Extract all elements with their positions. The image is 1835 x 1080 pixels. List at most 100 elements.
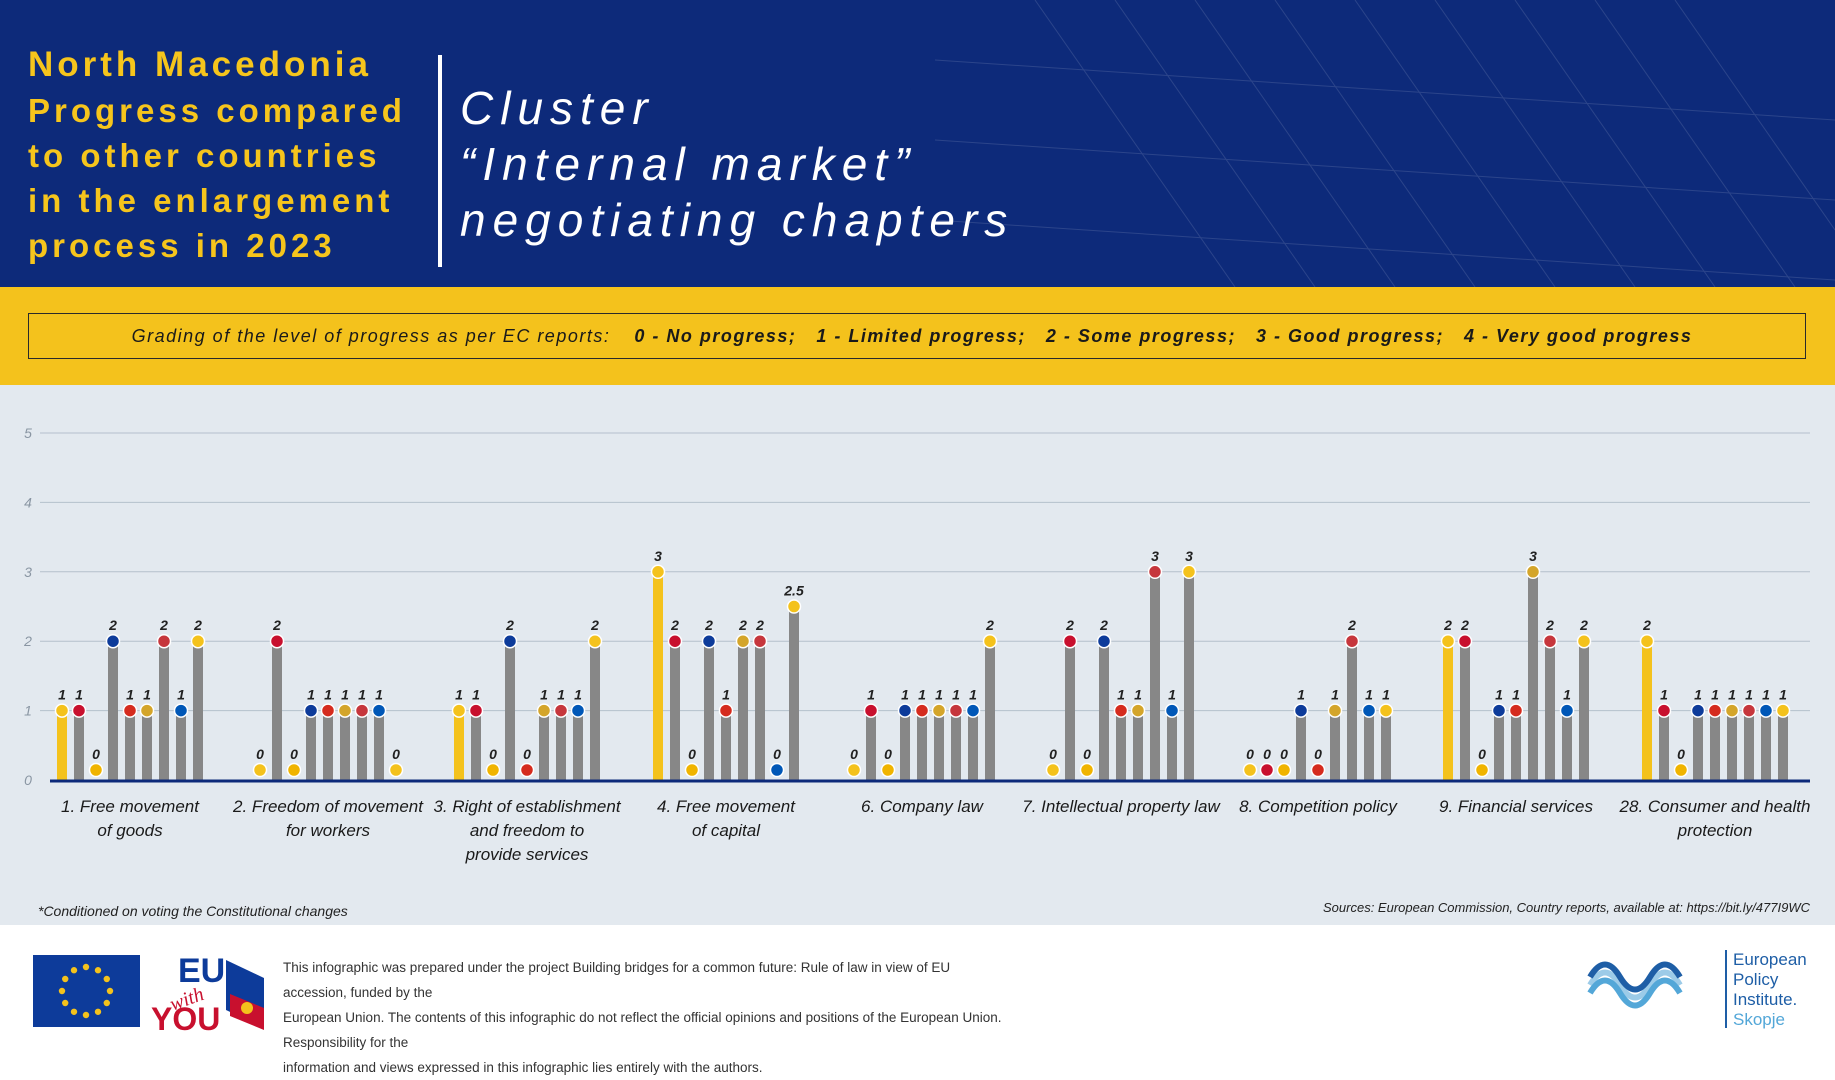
bar <box>1381 710 1391 780</box>
bar-value-label: 2 <box>193 617 202 633</box>
bar <box>374 710 384 780</box>
bar-value-label: 0 <box>688 746 696 762</box>
country-flag-marker <box>1508 703 1524 718</box>
bar <box>1099 641 1109 780</box>
country-flag-marker <box>502 633 518 649</box>
bar-value-label: 2 <box>1642 617 1651 633</box>
bar-value-label: 1 <box>918 687 926 703</box>
cluster-title-line: negotiating chapters <box>460 194 1015 246</box>
epi-logo-rule <box>1725 950 1727 1028</box>
eu-star <box>62 999 69 1007</box>
bar <box>1133 710 1143 780</box>
country-flag-marker <box>190 633 206 649</box>
bar-value-label: 2 <box>738 617 747 633</box>
bar-value-label: 2 <box>985 617 994 633</box>
epi-line: Policy <box>1733 970 1779 989</box>
category-label: of goods <box>97 821 163 840</box>
country-flag-marker <box>468 703 484 718</box>
bar <box>653 571 663 780</box>
bar-value-label: 2 <box>505 617 514 633</box>
bar-value-label: 2 <box>755 617 764 633</box>
country-flag-marker <box>1344 633 1360 649</box>
country-flag-marker <box>1276 762 1292 778</box>
bar-value-label: 0 <box>884 746 892 762</box>
country-flag-marker <box>1045 762 1061 778</box>
bar <box>789 606 799 780</box>
y-tick-label: 4 <box>24 494 32 510</box>
bar-value-label: 0 <box>92 746 100 762</box>
grading-intro: Grading of the level of progress as per … <box>131 325 611 346</box>
bar <box>900 710 910 780</box>
bar-value-label: 0 <box>489 746 497 762</box>
bar <box>1693 710 1703 780</box>
grading-level-0: 0 - No progress; <box>634 325 797 346</box>
bar <box>74 710 84 780</box>
bar-value-label: 1 <box>1134 687 1142 703</box>
bar-value-label: 1 <box>1365 687 1373 703</box>
country-flag-marker <box>846 762 862 778</box>
bar <box>1364 710 1374 780</box>
bar-value-label: 1 <box>143 687 151 703</box>
country-flag-marker <box>1758 703 1774 718</box>
bar-value-label: 1 <box>75 687 83 703</box>
country-flag-marker <box>965 703 981 718</box>
bar-value-label: 2 <box>1443 617 1452 633</box>
category-label: 3. Right of establishment <box>433 797 621 816</box>
bar <box>1545 641 1555 780</box>
bar-value-label: 0 <box>1314 746 1322 762</box>
country-flag-marker <box>667 633 683 649</box>
eu-star <box>103 975 110 983</box>
eu-star <box>70 967 78 974</box>
country-flag-marker <box>536 703 552 718</box>
country-flag-marker <box>982 633 998 649</box>
bar-value-label: 1 <box>1711 687 1719 703</box>
epi-line: Skopje <box>1733 1010 1785 1029</box>
bar <box>1296 710 1306 780</box>
bar-value-label: 2 <box>704 617 713 633</box>
bar-value-label: 3 <box>1529 548 1537 564</box>
country-flag-marker <box>1079 762 1095 778</box>
logo-eu-text: EU <box>178 952 225 990</box>
country-flag-marker <box>735 633 751 649</box>
bar-value-label: 3 <box>1185 548 1193 564</box>
footer <box>0 925 1835 1058</box>
disclaimer-line: information and views expressed in this … <box>283 1060 763 1075</box>
bar-value-label: 1 <box>1297 687 1305 703</box>
bar <box>755 641 765 780</box>
category-label: 4. Free movement <box>657 797 796 816</box>
cluster-title-line: Cluster <box>460 82 655 134</box>
country-flag-marker <box>269 633 285 649</box>
country-flag-marker <box>88 762 104 778</box>
bar <box>968 710 978 780</box>
country-flag-marker <box>1457 633 1473 649</box>
bar <box>1330 710 1340 780</box>
country-flag-marker <box>752 633 768 649</box>
bar-value-label: 1 <box>935 687 943 703</box>
country-flag-marker <box>122 703 138 718</box>
bar-value-label: 1 <box>952 687 960 703</box>
grading-level-1: 1 - Limited progress; <box>816 325 1026 346</box>
y-tick-label: 0 <box>24 772 32 788</box>
eu-flag-logo <box>33 955 140 1027</box>
bar-value-label: 1 <box>1168 687 1176 703</box>
bar <box>340 710 350 780</box>
category-label: 8. Competition policy <box>1239 797 1398 816</box>
bar <box>454 710 464 780</box>
bar <box>573 710 583 780</box>
bar-value-label: 2 <box>590 617 599 633</box>
bar-value-label: 1 <box>1779 687 1787 703</box>
country-flag-marker <box>451 703 467 718</box>
bar <box>272 641 282 780</box>
country-flag-marker <box>1242 762 1258 778</box>
country-flag-marker <box>1474 762 1490 778</box>
bar <box>1659 710 1669 780</box>
category-label: 28. Consumer and health <box>1619 797 1811 816</box>
country-flag-marker <box>769 762 785 778</box>
grading-legend: Grading of the level of progress as per … <box>28 313 1806 359</box>
bar <box>1184 571 1194 780</box>
bar <box>1642 641 1652 780</box>
country-flag-marker <box>337 703 353 718</box>
bar-value-label: 1 <box>1728 687 1736 703</box>
bar <box>556 710 566 780</box>
bar-value-label: 1 <box>722 687 730 703</box>
